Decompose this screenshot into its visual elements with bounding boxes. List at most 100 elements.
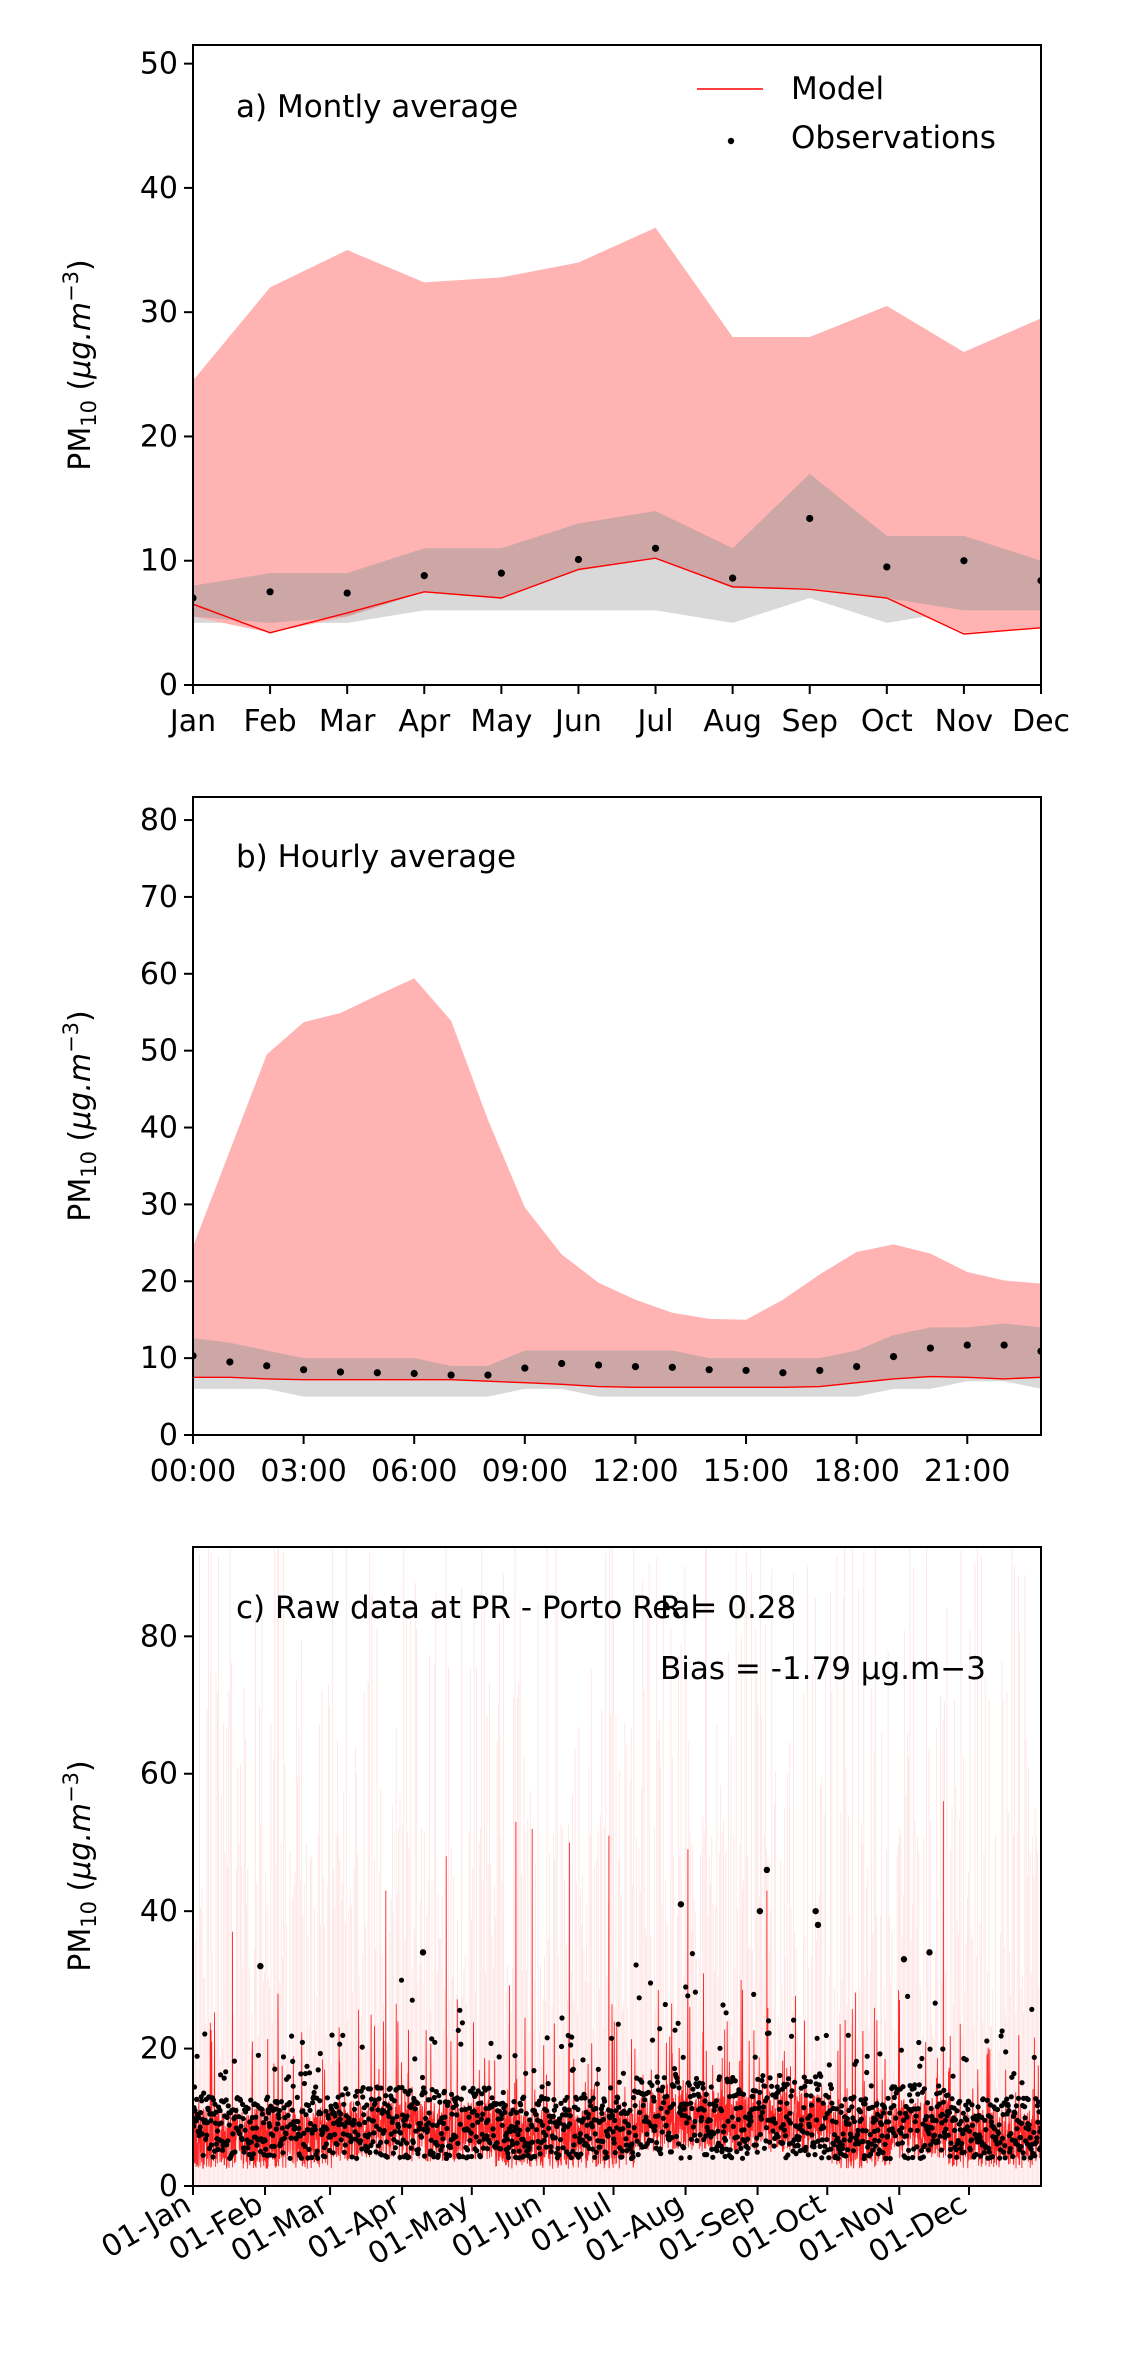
observation-point [817,2143,823,2149]
observation-point [570,2066,576,2072]
observation-point [516,2148,522,2154]
observation-point [740,2091,747,2097]
observation-point [241,2149,247,2155]
observation-point [499,2122,505,2128]
observation-point [404,2113,410,2119]
observation-point [898,2130,904,2136]
legend-observations-label: Observations [791,120,996,156]
observation-point [764,2095,770,2101]
observation-point [471,2108,477,2114]
observation-point [954,2154,960,2160]
observation-point [729,574,737,582]
observation-point [819,2137,825,2143]
observation-point [654,2074,660,2080]
observation-point [651,544,660,552]
observation-point [428,2137,434,2143]
observation-point [422,2090,428,2096]
panel-c: 02040608001-Jan01-Feb01-Mar01-Apr01-May0… [59,1546,1042,2272]
observation-point [755,2076,761,2082]
observation-point [362,2119,368,2125]
observation-point [715,2128,721,2134]
observation-point [787,2120,794,2126]
observation-point [858,2097,864,2103]
observation-point [412,2056,418,2062]
observation-point [376,2096,382,2102]
observation-point [982,2117,988,2123]
observation-point [384,2154,390,2160]
observation-point [739,2155,746,2161]
observation-point [920,2154,927,2160]
panel-a-x-tick-label: Mar [319,704,376,739]
observation-point [410,2139,416,2146]
observation-point [923,2113,930,2120]
observation-point [290,2058,296,2064]
observation-point [840,2145,846,2152]
observation-point [212,2101,218,2107]
observation-point [845,2147,851,2153]
observation-point [325,2115,331,2121]
observation-point [419,2074,426,2081]
observation-point [815,2086,821,2092]
observation-point [989,2154,996,2160]
observation-point [999,2028,1005,2034]
observation-point [454,2112,460,2118]
observation-point [815,2138,821,2144]
observation-point [505,2150,511,2156]
observation-point [223,2069,229,2075]
observation-point [360,2094,366,2100]
observation-point [575,2106,581,2113]
observation-point [873,2117,879,2123]
observation-point [863,2128,869,2134]
observation-point [569,2034,575,2040]
observation-point [663,2122,669,2128]
observation-point [745,2145,751,2151]
observation-point [829,2100,835,2106]
observation-point [711,2131,717,2137]
observation-point [777,2099,783,2105]
panel-a-y-tick-label: 0 [159,668,178,703]
observation-point [676,2141,682,2147]
observation-point [607,2126,613,2132]
observation-point [964,2124,971,2130]
observation-point [882,2141,888,2147]
observation-point [630,2154,636,2160]
observation-point [578,2151,584,2157]
observation-point [485,2117,491,2123]
observation-point [288,2135,294,2141]
observation-point [1027,2135,1033,2141]
observation-point [394,2113,400,2120]
observation-point [1007,2146,1013,2152]
observation-point [265,2094,271,2100]
observation-point [368,2096,374,2102]
observation-point [843,2153,849,2159]
observation-point [588,2103,594,2109]
observation-point [928,2105,934,2112]
observation-point [1035,2099,1041,2105]
observation-point [253,2125,259,2131]
observation-point [1020,2150,1026,2156]
observation-point [297,2133,303,2139]
observation-point [678,2155,684,2161]
panel-b-y-tick-label: 60 [140,957,178,992]
observation-point [955,2138,961,2144]
observation-point [240,2101,246,2107]
observation-point [341,2149,347,2155]
observation-point [725,2118,731,2124]
observation-point [953,2117,959,2123]
observation-point [889,1352,898,1361]
observation-point [266,2110,272,2116]
observation-point [611,2140,617,2146]
observation-point [690,2086,696,2092]
observation-point [1012,2110,1018,2116]
observation-point [620,2126,626,2132]
observation-point [409,1997,415,2003]
observation-point [877,2051,883,2057]
observation-point [1003,2049,1009,2055]
observation-point [692,1989,699,1995]
observation-point [700,2085,706,2091]
observation-point [595,2066,601,2072]
panel-a: 0 10 20 30 40 50 Jan Feb Mar Apr May Jun Jul Aug Sep Oc… [59,44,1070,739]
panel-b-plot [193,978,1041,1397]
observation-point [647,1980,654,1986]
observation-point [470,2122,476,2128]
